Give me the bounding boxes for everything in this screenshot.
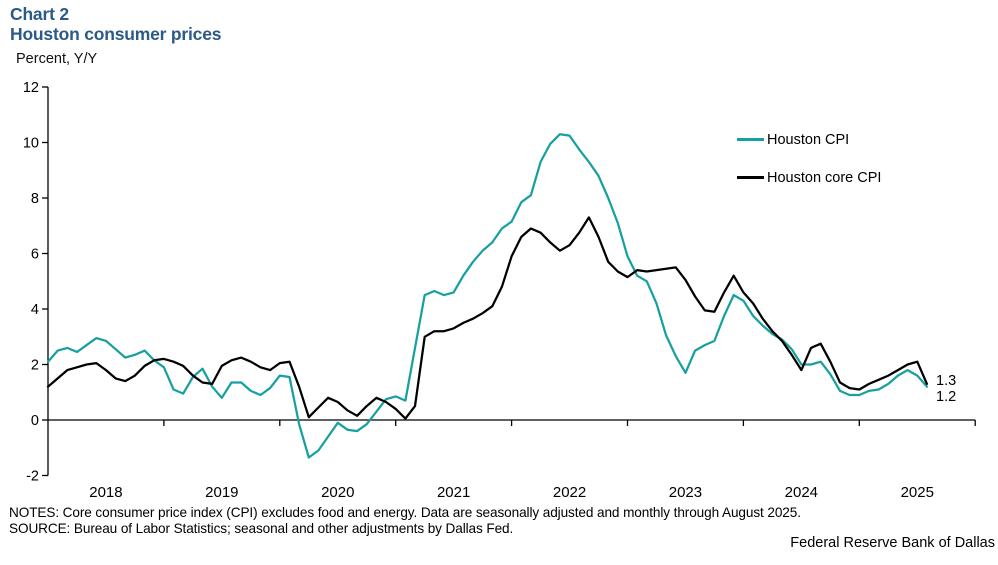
- y-axis-unit-label: Percent, Y/Y: [16, 51, 98, 67]
- chart-number: Chart 2: [10, 4, 69, 24]
- notes-line: NOTES: Core consumer price index (CPI) e…: [9, 505, 801, 520]
- x-year-label: 2024: [785, 484, 818, 501]
- y-tick-label: 8: [31, 191, 39, 207]
- x-year-label: 2022: [553, 484, 586, 501]
- source-line: SOURCE: Bureau of Labor Statistics; seas…: [9, 521, 514, 537]
- x-year-label: 2025: [901, 484, 934, 501]
- end-value-label: 1.3: [936, 373, 956, 389]
- end-value-label: 1.2: [936, 389, 956, 405]
- x-year-label: 2020: [321, 484, 354, 501]
- y-tick-label: -2: [26, 469, 39, 485]
- x-year-label: 2023: [669, 484, 702, 501]
- title-block: Chart 2 Houston consumer prices: [10, 4, 222, 44]
- series-line-1: [46, 216, 929, 420]
- legend-swatch-1: [737, 176, 764, 179]
- legend-swatch-0: [737, 138, 764, 141]
- y-tick-label: 12: [23, 80, 39, 96]
- y-tick-label: 10: [23, 136, 39, 152]
- legend: Houston CPI Houston core CPI: [737, 131, 881, 207]
- y-tick-label: 0: [31, 413, 39, 429]
- y-tick-label: 6: [31, 247, 39, 263]
- attribution: Federal Reserve Bank of Dallas: [790, 535, 995, 551]
- y-tick-label: 4: [31, 302, 39, 318]
- legend-item-houston-cpi: Houston CPI: [737, 131, 881, 148]
- footnotes: NOTES: Core consumer price index (CPI) e…: [9, 505, 801, 537]
- x-year-label: 2019: [205, 484, 238, 501]
- legend-label-1: Houston core CPI: [767, 169, 882, 186]
- x-year-label: 2021: [437, 484, 470, 501]
- chart-title: Houston consumer prices: [10, 23, 222, 44]
- legend-item-houston-core-cpi: Houston core CPI: [737, 169, 881, 186]
- x-year-label: 2018: [89, 484, 122, 501]
- y-tick-label: 2: [31, 358, 39, 374]
- legend-label-0: Houston CPI: [767, 131, 850, 148]
